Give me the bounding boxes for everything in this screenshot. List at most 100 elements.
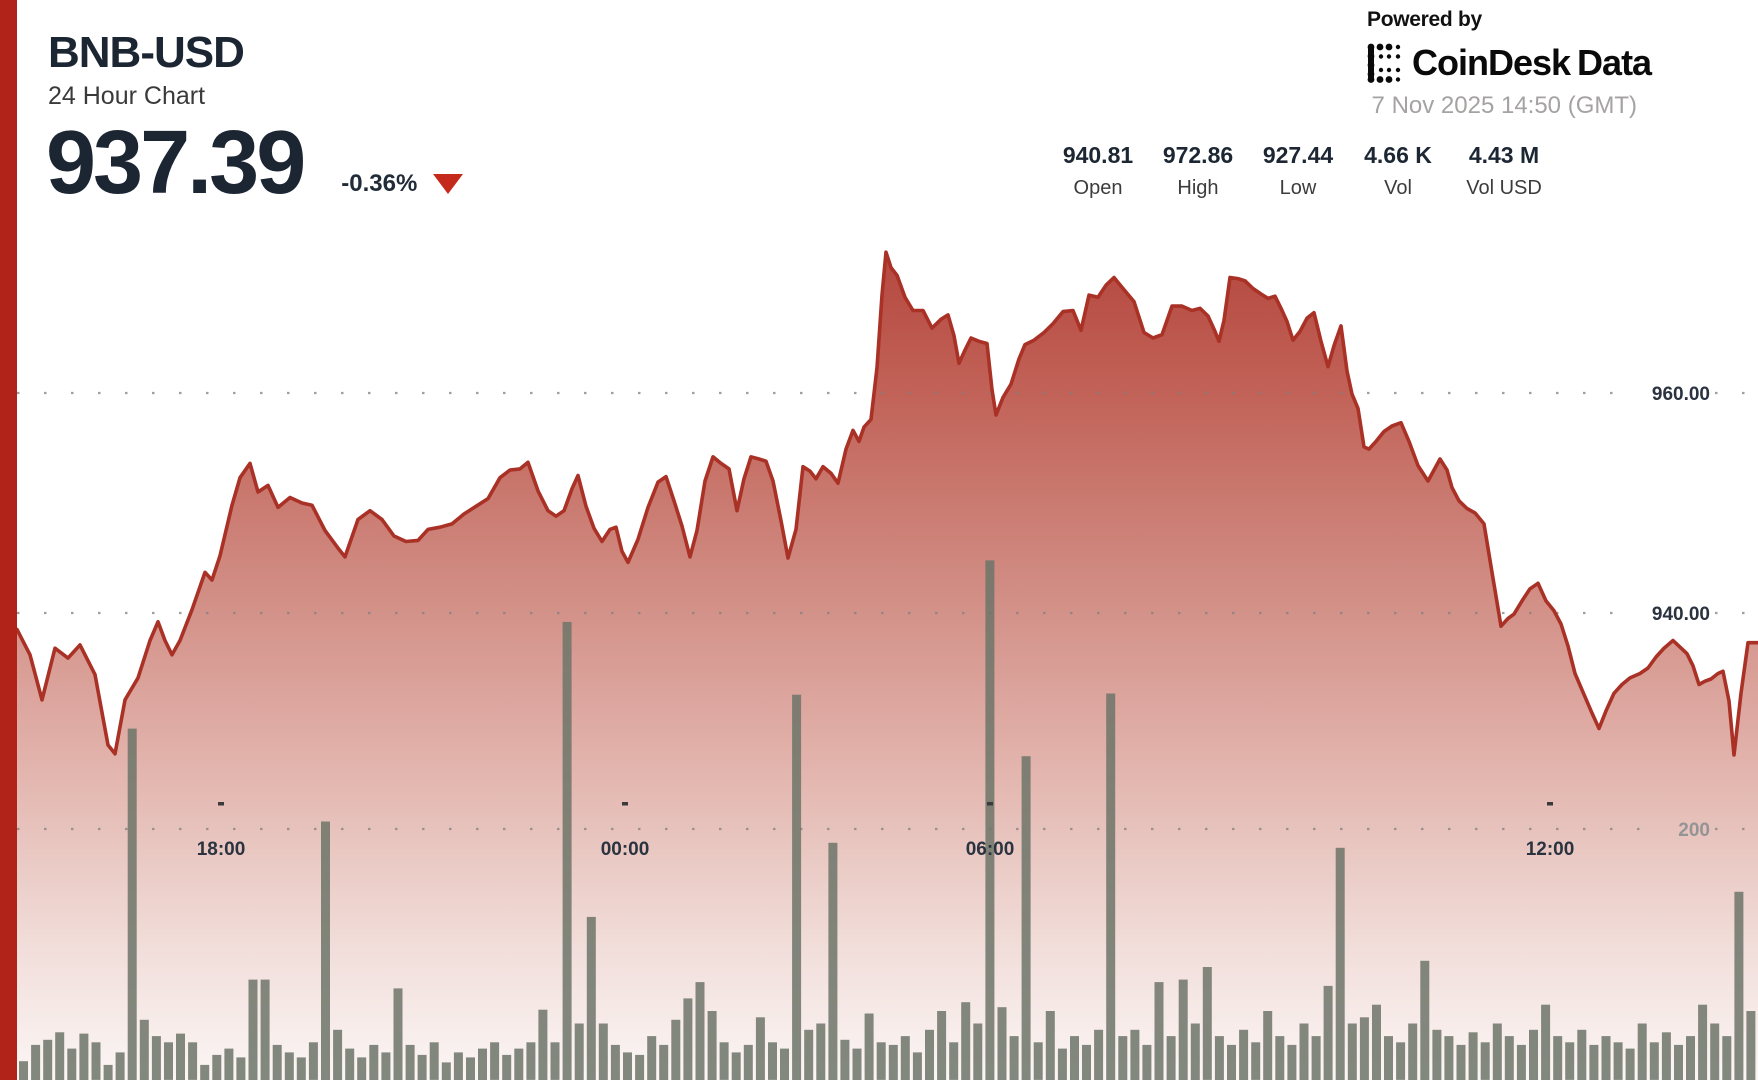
volume-bar xyxy=(478,1048,487,1080)
stat-volume-usd: 4.43 M Vol USD xyxy=(1448,142,1560,200)
volume-bar xyxy=(1613,1042,1623,1080)
volume-bar xyxy=(1347,1023,1357,1080)
volume-bar xyxy=(417,1054,427,1080)
volume-bar xyxy=(248,979,258,1080)
accent-bar xyxy=(0,0,17,1080)
volume-bar xyxy=(1541,1004,1551,1080)
volume-bar xyxy=(1166,1036,1176,1080)
time-axis-label: 12:00 xyxy=(1526,839,1575,860)
volume-bar xyxy=(792,694,802,1080)
volume-bar xyxy=(176,1033,185,1080)
volume-bar xyxy=(1033,1042,1043,1080)
volume-bar xyxy=(1021,756,1031,1080)
volume-bar xyxy=(1468,1032,1478,1080)
volume-bar xyxy=(441,1062,451,1080)
stat-open: 940.81 Open xyxy=(1048,142,1148,200)
volume-bar xyxy=(647,1036,657,1080)
volume-bar xyxy=(1504,1036,1514,1080)
volume-bar xyxy=(683,998,693,1080)
time-tick xyxy=(622,802,628,806)
volume-bar xyxy=(997,1007,1007,1080)
volume-bar xyxy=(31,1044,41,1080)
volume-bar xyxy=(1045,1011,1055,1080)
volume-axis-label: 200 xyxy=(1678,820,1710,841)
price-change: -0.36% xyxy=(341,170,464,198)
volume-bar xyxy=(284,1052,294,1080)
volume-bar xyxy=(514,1048,524,1080)
volume-bar xyxy=(1698,1004,1708,1080)
coindesk-wordmark: CoinDesk Data xyxy=(1412,42,1652,84)
volume-bar xyxy=(1746,1011,1756,1080)
price-line xyxy=(15,250,1758,757)
volume-bar xyxy=(985,560,995,1080)
time-tick xyxy=(1547,802,1553,806)
volume-bar xyxy=(659,1044,669,1080)
volume-bar xyxy=(888,1044,898,1080)
volume-bar xyxy=(1384,1036,1393,1080)
change-percent: -0.36% xyxy=(341,170,418,197)
chart-subtitle: 24 Hour Chart xyxy=(48,82,206,111)
volume-bar xyxy=(1589,1044,1599,1080)
volume-bar xyxy=(961,1002,971,1080)
volume-bar xyxy=(19,1061,28,1080)
volume-bar xyxy=(466,1057,475,1080)
stat-value: 4.43 M xyxy=(1468,142,1540,168)
volume-bar xyxy=(1263,1011,1273,1080)
volume-bar xyxy=(526,1042,536,1080)
attribution-block: Powered by CoinDesk Data 7 Nov 2025 14:50… xyxy=(1367,8,1652,120)
volume-bar xyxy=(369,1044,379,1080)
volume-bar xyxy=(502,1054,512,1080)
chart-header: BNB-USD 24 Hour Chart xyxy=(48,29,245,111)
volume-bar xyxy=(586,916,596,1080)
volume-bar xyxy=(1227,1044,1236,1080)
volume-bar xyxy=(623,1052,632,1080)
ohlc-stats-row: 940.81 Open 972.86 High 927.44 Low 4.66 … xyxy=(1048,142,1560,200)
volume-bar xyxy=(828,842,838,1080)
price-area xyxy=(17,252,1758,1080)
volume-bar xyxy=(876,1042,886,1080)
volume-bar xyxy=(731,1052,741,1080)
stat-volume: 4.66 K Vol xyxy=(1348,142,1448,200)
volume-bar xyxy=(695,982,705,1080)
volume-bar xyxy=(1130,1029,1140,1080)
volume-bar xyxy=(1637,1023,1647,1080)
volume-bar xyxy=(1154,982,1164,1080)
volume-bar xyxy=(1142,1044,1152,1080)
volume-bar xyxy=(1408,1023,1418,1080)
volume-bar xyxy=(1565,1042,1575,1080)
volume-bar xyxy=(550,1042,560,1080)
volume-bar xyxy=(562,621,572,1080)
volume-bar xyxy=(79,1033,89,1080)
volume-bar xyxy=(296,1057,306,1080)
volume-bar xyxy=(236,1057,246,1080)
volume-bar xyxy=(1094,1029,1104,1080)
volume-bar xyxy=(1396,1042,1406,1080)
volume-bar xyxy=(1577,1029,1587,1080)
volume-bar xyxy=(768,1042,777,1080)
coindesk-logo-icon xyxy=(1367,43,1401,83)
volume-bar xyxy=(949,1042,959,1080)
volume-bar xyxy=(333,1029,343,1080)
volume-bar xyxy=(67,1048,77,1080)
volume-bar xyxy=(1118,1036,1128,1080)
volume-bar xyxy=(1082,1044,1091,1080)
volume-bar xyxy=(1492,1023,1502,1080)
volume-bar xyxy=(707,1011,717,1080)
stat-value: 927.44 xyxy=(1262,142,1334,168)
price-axis-label: 960.00 xyxy=(1652,384,1710,405)
volume-bar xyxy=(1734,891,1744,1080)
volume-bar xyxy=(91,1042,101,1080)
volume-bar xyxy=(610,1044,620,1080)
volume-bar xyxy=(635,1054,645,1080)
stat-label: Vol USD xyxy=(1466,177,1542,199)
volume-bar xyxy=(308,1042,318,1080)
stat-value: 940.81 xyxy=(1062,142,1134,168)
volume-bar xyxy=(321,821,330,1080)
volume-bar xyxy=(780,1048,789,1080)
coindesk-logo[interactable]: CoinDesk Data xyxy=(1367,42,1652,84)
last-price: 937.39 xyxy=(46,113,306,213)
volume-bar xyxy=(212,1054,222,1080)
volume-bar xyxy=(1710,1023,1720,1080)
volume-bar xyxy=(1456,1044,1466,1080)
